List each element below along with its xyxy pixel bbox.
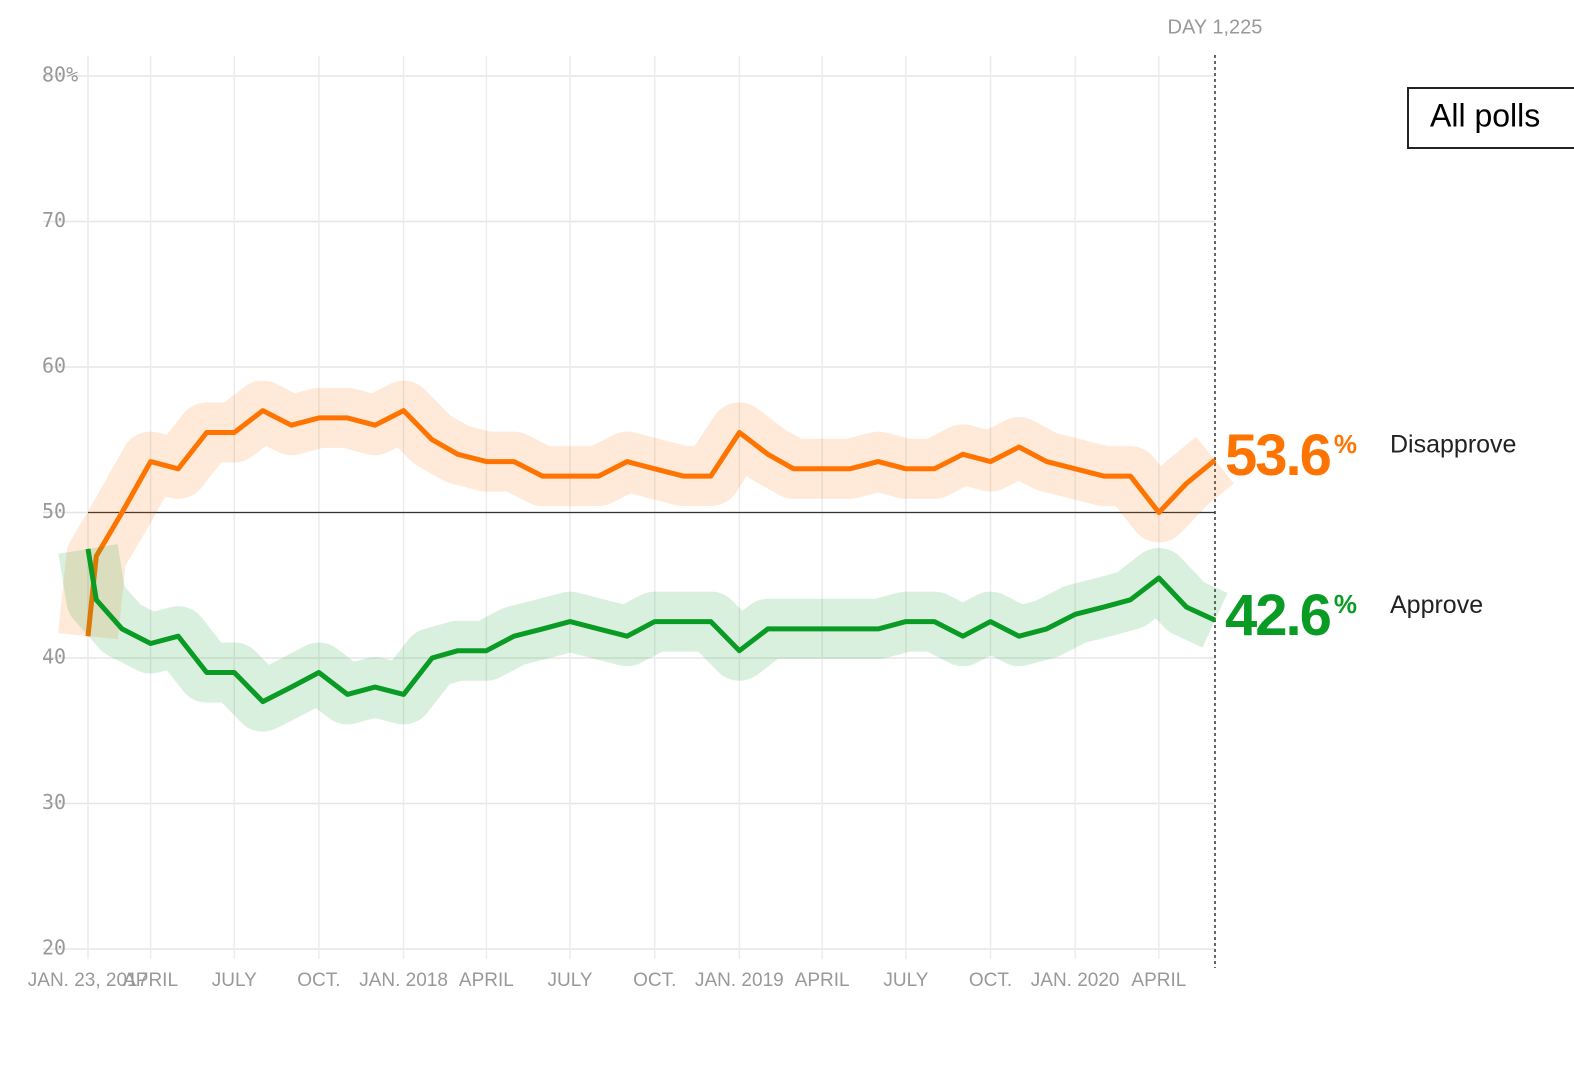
legend-name: Approve xyxy=(1390,591,1483,619)
end-unit: % xyxy=(1334,589,1357,619)
end-value: 53.6 xyxy=(1225,423,1331,488)
end-label: 42.6% xyxy=(1225,583,1357,648)
button-box[interactable] xyxy=(1407,87,1574,149)
x-tick-label: OCT. xyxy=(297,970,340,991)
x-tick-label: JAN. 2018 xyxy=(359,970,448,991)
x-tick-label: JAN. 2020 xyxy=(1031,970,1120,991)
legend-name: Disapprove xyxy=(1390,431,1516,459)
x-tick-label: APRIL xyxy=(1131,970,1186,991)
day-annotation: DAY 1,225 xyxy=(1168,16,1263,38)
button-label[interactable]: All polls xyxy=(1430,97,1540,133)
x-tick-label: JULY xyxy=(212,970,257,991)
y-tick-label: 40 xyxy=(42,645,66,669)
x-tick-label: APRIL xyxy=(123,970,178,991)
y-tick-label: 30 xyxy=(42,790,66,814)
x-tick-label: OCT. xyxy=(969,970,1012,991)
series-line xyxy=(85,548,1217,705)
x-tick-label: JAN. 2019 xyxy=(695,970,784,991)
end-unit: % xyxy=(1334,429,1357,459)
x-tick-label: JAN. 23, 2017 xyxy=(28,970,148,991)
x-tick-label: APRIL xyxy=(459,970,514,991)
all-polls-button[interactable]: All polls xyxy=(1407,87,1574,149)
x-tick-label: APRIL xyxy=(795,970,850,991)
x-tick-label: JULY xyxy=(548,970,593,991)
y-tick-label: 80% xyxy=(42,63,78,87)
end-value: 42.6 xyxy=(1225,583,1331,648)
y-tick-label: 70 xyxy=(42,208,66,232)
y-tick-label: 20 xyxy=(42,936,66,960)
series-line xyxy=(85,408,1217,637)
y-tick-label: 50 xyxy=(42,499,66,523)
y-tick-label: 60 xyxy=(42,354,66,378)
x-tick-label: OCT. xyxy=(633,970,676,991)
end-label: 53.6% xyxy=(1225,423,1357,488)
x-tick-label: JULY xyxy=(883,970,928,991)
